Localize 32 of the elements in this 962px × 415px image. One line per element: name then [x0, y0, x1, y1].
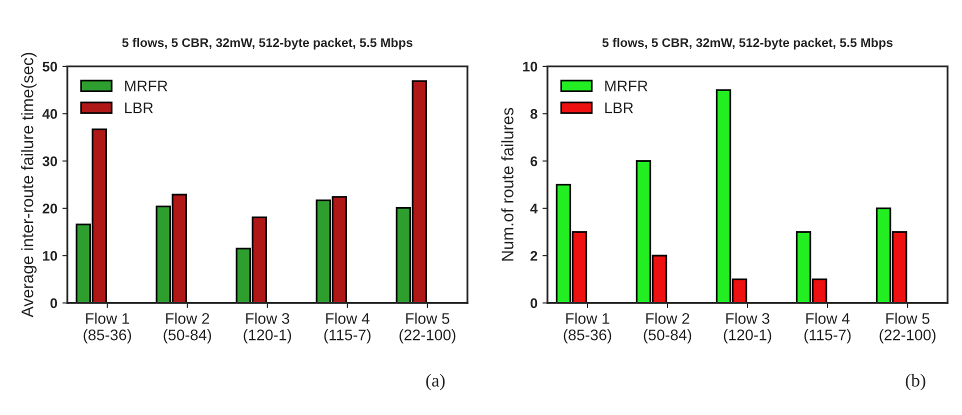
y-tick-label: 0: [50, 298, 58, 308]
y-tick-label: 50: [42, 62, 58, 72]
x-tick-label: Flow 5 (22-100): [880, 312, 936, 344]
legend-label: LBR: [605, 102, 634, 114]
y-tick-label: 20: [42, 204, 58, 214]
legend-label: LBR: [125, 102, 153, 114]
y-tick-label: 8: [530, 109, 538, 119]
x-tick-label: Flow 2 (50-84): [644, 312, 692, 344]
chart-title: 5 flows, 5 CBR, 32mW, 512-byte packet, 5.5 Mbps: [122, 38, 412, 50]
y-tick-label: 0: [530, 298, 538, 308]
y-tick-label: 10: [43, 250, 58, 261]
x-tick-label: Flow 3 (120-1): [244, 312, 292, 344]
y-tick-label: 6: [530, 156, 538, 166]
y-tick-label: 10: [523, 62, 538, 72]
x-tick-label: Flow 4 (115-7): [324, 312, 371, 344]
legend-label: MRFR: [605, 80, 648, 92]
y-tick-label: 2: [530, 250, 538, 261]
y-tick-label: 40: [42, 109, 58, 119]
y-tick-label: 4: [530, 204, 538, 214]
y-axis-title: Num.of route failures: [501, 108, 514, 261]
y-axis-title: Average inter-route failure time(sec): [21, 52, 37, 318]
x-tick-label: Flow 1 (85-36): [84, 312, 132, 344]
x-tick-label: Flow 4 (115-7): [804, 312, 851, 344]
y-tick-label: 30: [42, 156, 58, 166]
chart-title: 5 flows, 5 CBR, 32mW, 512-byte packet, 5.5 Mbps: [602, 38, 893, 50]
text: (b): [906, 374, 926, 390]
x-tick-label: Flow 2 (50-84): [164, 312, 212, 344]
x-tick-label: Flow 1 (85-36): [564, 312, 612, 344]
x-tick-label: Flow 3 (120-1): [724, 312, 772, 344]
legend-label: MRFR: [125, 80, 168, 92]
text: (a): [426, 374, 445, 390]
x-tick-label: Flow 5 (22-100): [400, 312, 456, 344]
